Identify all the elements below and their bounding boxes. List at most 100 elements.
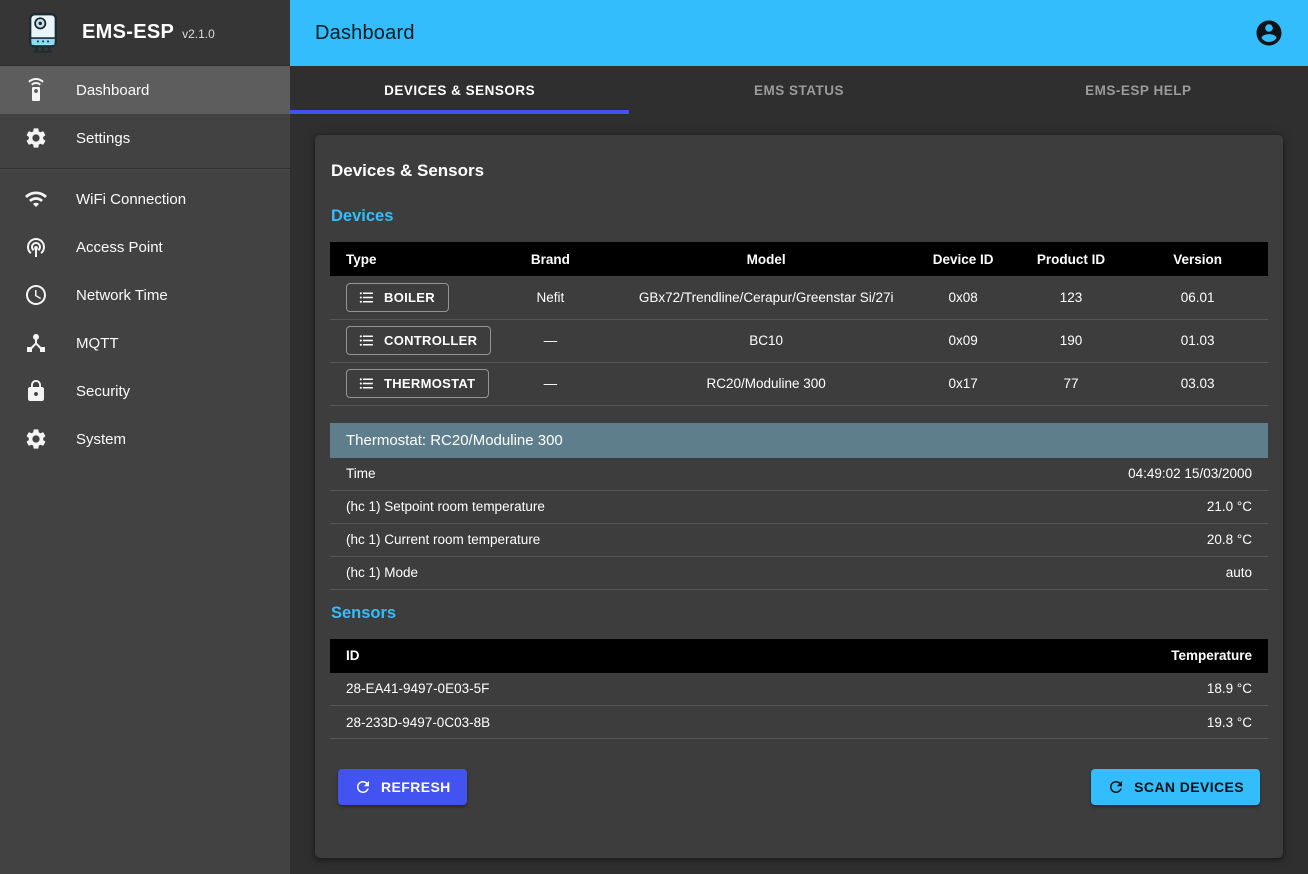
scan-devices-button[interactable]: SCAN DEVICES [1091, 769, 1260, 805]
device-type-label: CONTROLLER [384, 333, 478, 348]
list-icon [359, 291, 373, 303]
sidebar-item-label: System [76, 430, 127, 448]
sidebar: EMS-ESP v2.1.0 Dashboard Settings WiFi C… [0, 0, 290, 874]
page-title: Dashboard [315, 21, 415, 44]
sidebar-item-label: Network Time [76, 286, 168, 304]
detail-row: (hc 1) Setpoint room temperature 21.0 °C [330, 491, 1268, 524]
sidebar-item-mqtt[interactable]: MQTT [0, 319, 290, 367]
device-id: 0x17 [911, 362, 1015, 406]
detail-label: (hc 1) Current room temperature [346, 532, 541, 547]
sensor-temperature: 19.3 °C [799, 705, 1268, 739]
sidebar-item-security[interactable]: Security [0, 367, 290, 415]
app-header: EMS-ESP v2.1.0 [0, 0, 290, 66]
column-header: Product ID [1014, 242, 1128, 276]
gear-icon [24, 126, 48, 150]
sidebar-item-access-point[interactable]: Access Point [0, 223, 290, 271]
lock-icon [24, 379, 48, 403]
card-title: Devices & Sensors [331, 161, 485, 180]
device-product-id: 77 [1014, 362, 1128, 406]
table-row: 28-233D-9497-0C03-8B 19.3 °C [330, 705, 1268, 739]
refresh-button[interactable]: REFRESH [338, 769, 467, 805]
detail-label: Time [346, 466, 376, 481]
detail-row: Time 04:49:02 15/03/2000 [330, 458, 1268, 491]
detail-label: (hc 1) Mode [346, 565, 419, 580]
device-version: 06.01 [1127, 276, 1268, 320]
sidebar-item-network-time[interactable]: Network Time [0, 271, 290, 319]
detail-value: auto [1225, 565, 1252, 580]
app-version: v2.1.0 [182, 27, 215, 41]
detail-row: (hc 1) Current room temperature 20.8 °C [330, 524, 1268, 557]
table-row: 28-EA41-9497-0E03-5F 18.9 °C [330, 672, 1268, 706]
devices-sensors-card: Devices & Sensors Devices Type Brand Mod… [315, 135, 1283, 858]
detail-label: (hc 1) Setpoint room temperature [346, 499, 545, 514]
column-header: Model [620, 242, 912, 276]
tab-devices-sensors[interactable]: DEVICES & SENSORS [290, 66, 630, 114]
sensors-table-header: ID Temperature [330, 638, 1268, 673]
table-row: THERMOSTAT — RC20/Moduline 300 0x17 77 0… [330, 362, 1268, 406]
antenna-icon [24, 235, 48, 259]
tab-label: EMS-ESP HELP [1085, 82, 1192, 98]
detail-value: 21.0 °C [1206, 499, 1252, 514]
sensor-id: 28-233D-9497-0C03-8B [330, 705, 799, 739]
device-type-button[interactable]: CONTROLLER [346, 326, 492, 355]
sensor-id: 28-EA41-9497-0E03-5F [330, 672, 799, 706]
device-version: 03.03 [1127, 362, 1268, 406]
column-header: Temperature [799, 638, 1268, 673]
main-area: Dashboard DEVICES & SENSORS EMS STATUS E… [290, 0, 1308, 874]
sidebar-item-label: Dashboard [76, 81, 150, 99]
tab-ems-status[interactable]: EMS STATUS [629, 66, 968, 114]
detail-row: (hc 1) Mode auto [330, 557, 1268, 590]
device-details-list: Time 04:49:02 15/03/2000 (hc 1) Setpoint… [330, 458, 1268, 590]
device-type-button[interactable]: THERMOSTAT [346, 369, 490, 398]
table-row: CONTROLLER — BC10 0x09 190 01.03 [330, 319, 1268, 363]
refresh-icon [1110, 781, 1123, 793]
device-type-label: BOILER [384, 289, 435, 305]
sidebar-item-dashboard[interactable]: Dashboard [0, 66, 290, 114]
list-icon [359, 335, 373, 346]
device-brand: — [480, 362, 621, 406]
column-header: ID [330, 638, 799, 673]
sensor-temperature: 18.9 °C [799, 672, 1268, 706]
sidebar-item-settings[interactable]: Settings [0, 114, 290, 162]
clock-icon [24, 283, 48, 307]
tab-label: DEVICES & SENSORS [384, 82, 536, 98]
boiler-logo-icon [20, 10, 66, 56]
remote-icon [24, 78, 48, 102]
detail-value: 04:49:02 15/03/2000 [1128, 466, 1252, 481]
tab-label: EMS STATUS [753, 82, 844, 98]
sidebar-item-label: MQTT [76, 334, 119, 352]
list-icon [359, 378, 373, 389]
account-circle-icon[interactable] [1252, 16, 1286, 50]
device-product-id: 123 [1014, 276, 1128, 320]
column-header: Brand [480, 242, 621, 276]
divider [0, 168, 290, 169]
column-header: Version [1127, 242, 1268, 276]
column-header: Type [330, 242, 481, 276]
sidebar-item-system[interactable]: System [0, 415, 290, 463]
wifi-icon [24, 187, 48, 211]
device-type-button[interactable]: BOILER [346, 282, 449, 312]
tab-ems-esp-help[interactable]: EMS-ESP HELP [969, 66, 1308, 114]
sidebar-item-wifi-connection[interactable]: WiFi Connection [0, 175, 290, 223]
devices-heading: Devices [331, 207, 394, 225]
column-header: Device ID [911, 242, 1015, 276]
device-details-header: Thermostat: RC20/Moduline 300 [330, 422, 1268, 458]
hub-icon [24, 331, 48, 355]
gear-icon [24, 427, 48, 451]
refresh-icon [357, 781, 369, 793]
device-product-id: 190 [1014, 319, 1128, 363]
sensors-table: ID Temperature 28-EA41-9497-0E03-5F 18.9… [330, 638, 1268, 739]
device-brand: — [480, 319, 621, 363]
sidebar-item-label: Security [76, 382, 131, 400]
tab-bar: DEVICES & SENSORS EMS STATUS EMS-ESP HEL… [290, 66, 1308, 114]
devices-table: Type Brand Model Device ID Product ID Ve… [330, 242, 1268, 406]
refresh-button-label: REFRESH [381, 779, 451, 795]
device-id: 0x08 [911, 276, 1015, 320]
device-model: BC10 [620, 319, 912, 363]
app-name: EMS-ESP [82, 21, 175, 43]
sidebar-item-label: Access Point [76, 238, 163, 256]
sidebar-item-label: Settings [76, 129, 131, 147]
actions-row: REFRESH SCAN DEVICES [330, 769, 1268, 805]
device-type-label: THERMOSTAT [384, 376, 476, 391]
content-area: Devices & Sensors Devices Type Brand Mod… [290, 114, 1308, 874]
